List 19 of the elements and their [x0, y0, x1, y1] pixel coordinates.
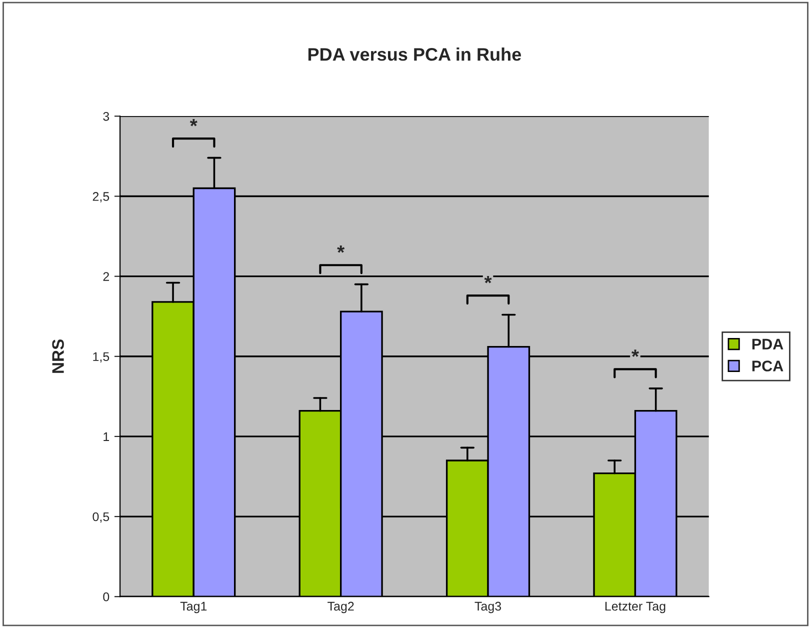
y-tick-label: 2,5 — [92, 192, 110, 202]
x-tick-label: Tag2 — [328, 602, 354, 614]
legend-label: PDA — [752, 338, 784, 350]
y-tick-label: 3 — [103, 112, 110, 121]
legend-label: PCA — [752, 360, 784, 372]
y-tick-label: 0 — [103, 592, 110, 602]
y-axis-title: NRS — [52, 339, 64, 373]
annotation: * — [190, 119, 198, 126]
x-tick-label: Tag1 — [180, 602, 207, 614]
annotation: * — [631, 350, 639, 357]
y-tick-label: 2 — [103, 272, 109, 281]
x-tick-label: Tag3 — [474, 602, 502, 614]
annotation: * — [484, 276, 492, 284]
annotation: * — [337, 246, 345, 253]
x-tick-label: Letzter Tag — [605, 602, 666, 614]
y-tick-label: 0,5 — [92, 512, 110, 523]
y-tick-label: 1 — [104, 432, 109, 441]
y-tick-label: 1,5 — [93, 352, 110, 363]
chart-title: PDA versus PCA in Ruhe — [308, 48, 521, 61]
